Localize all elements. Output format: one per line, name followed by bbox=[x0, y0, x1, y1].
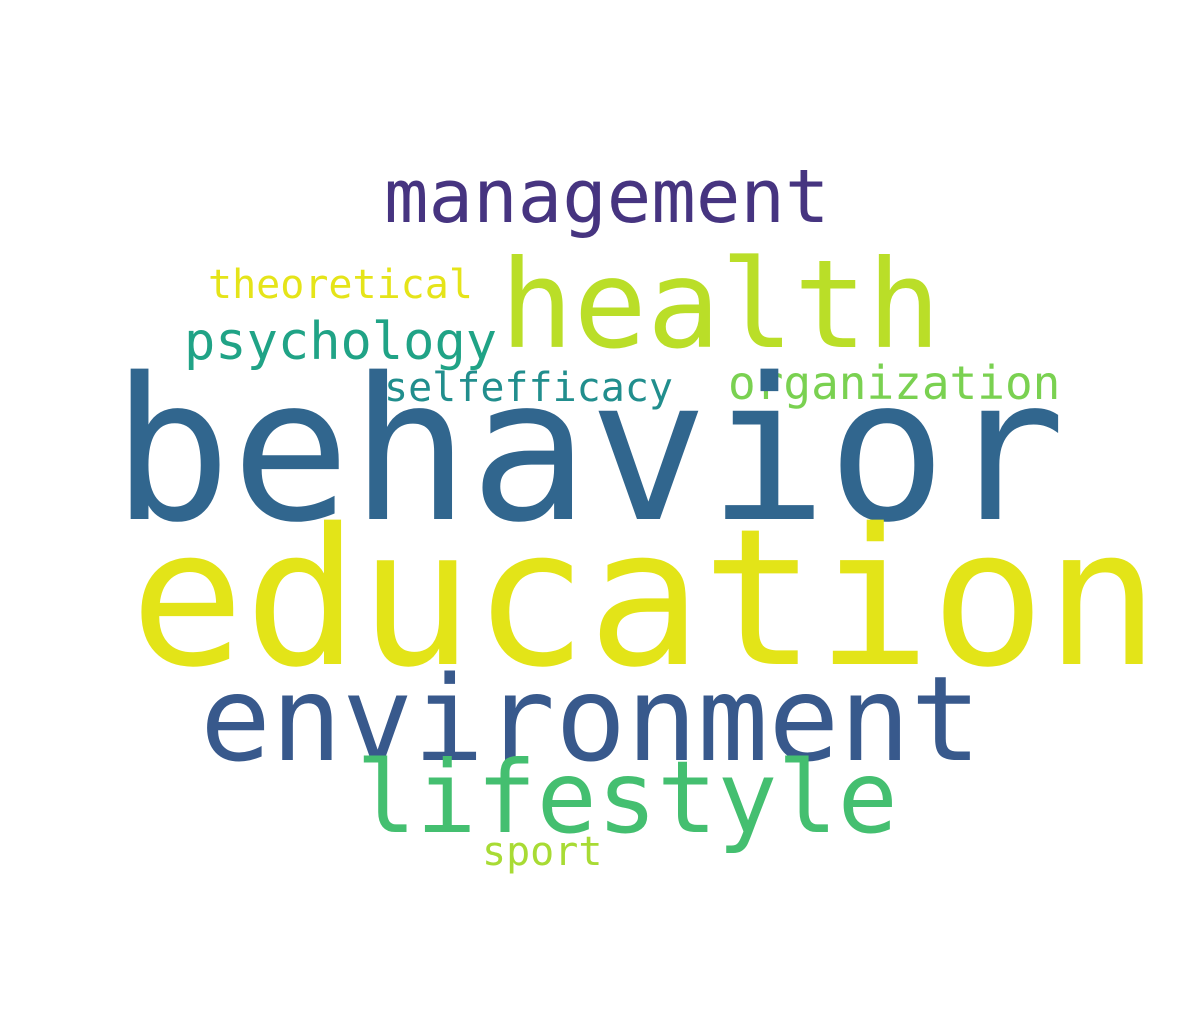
word-behavior: behavior bbox=[112, 335, 1066, 566]
word-organization: organization bbox=[728, 356, 1061, 410]
word-health: health bbox=[500, 234, 941, 376]
word-lifestyle: lifestyle bbox=[356, 739, 898, 856]
word-selfefficacy: selfefficacy bbox=[384, 365, 673, 411]
word-education: education bbox=[130, 488, 1160, 709]
word-theoretical: theoretical bbox=[208, 262, 473, 308]
word-management: management bbox=[384, 154, 830, 240]
word-environment: environment bbox=[200, 650, 982, 788]
word-psychology: psychology bbox=[184, 312, 498, 372]
word-sport: sport bbox=[482, 829, 603, 875]
